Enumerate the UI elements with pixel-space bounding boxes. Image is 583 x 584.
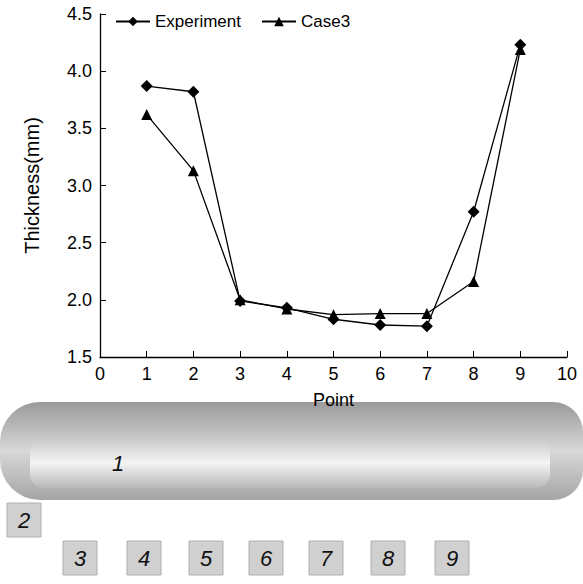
svg-text:Point: Point [313,390,354,410]
svg-text:5: 5 [328,364,338,384]
svg-text:4.0: 4.0 [67,61,92,81]
svg-text:Experiment: Experiment [155,12,241,31]
svg-text:9: 9 [515,364,525,384]
svg-text:3: 3 [74,546,87,571]
svg-text:3: 3 [235,364,245,384]
svg-text:4.5: 4.5 [67,4,92,24]
svg-text:1: 1 [112,451,124,476]
svg-text:3.0: 3.0 [67,176,92,196]
svg-text:0: 0 [95,364,105,384]
svg-text:1.5: 1.5 [67,347,92,367]
svg-text:10: 10 [557,364,577,384]
svg-text:6: 6 [260,546,273,571]
svg-text:2.5: 2.5 [67,233,92,253]
svg-text:4: 4 [282,364,292,384]
svg-text:8: 8 [382,546,395,571]
svg-text:7: 7 [422,364,432,384]
svg-text:1: 1 [142,364,152,384]
svg-text:2: 2 [17,508,30,533]
svg-text:7: 7 [320,546,333,571]
svg-text:8: 8 [469,364,479,384]
svg-text:3.5: 3.5 [67,118,92,138]
svg-text:4: 4 [138,546,150,571]
svg-text:5: 5 [200,546,213,571]
svg-text:Thickness(mm): Thickness(mm) [21,117,43,254]
svg-text:2: 2 [188,364,198,384]
svg-text:Case3: Case3 [301,12,350,31]
svg-text:6: 6 [375,364,385,384]
svg-text:9: 9 [446,546,458,571]
svg-text:2.0: 2.0 [67,290,92,310]
